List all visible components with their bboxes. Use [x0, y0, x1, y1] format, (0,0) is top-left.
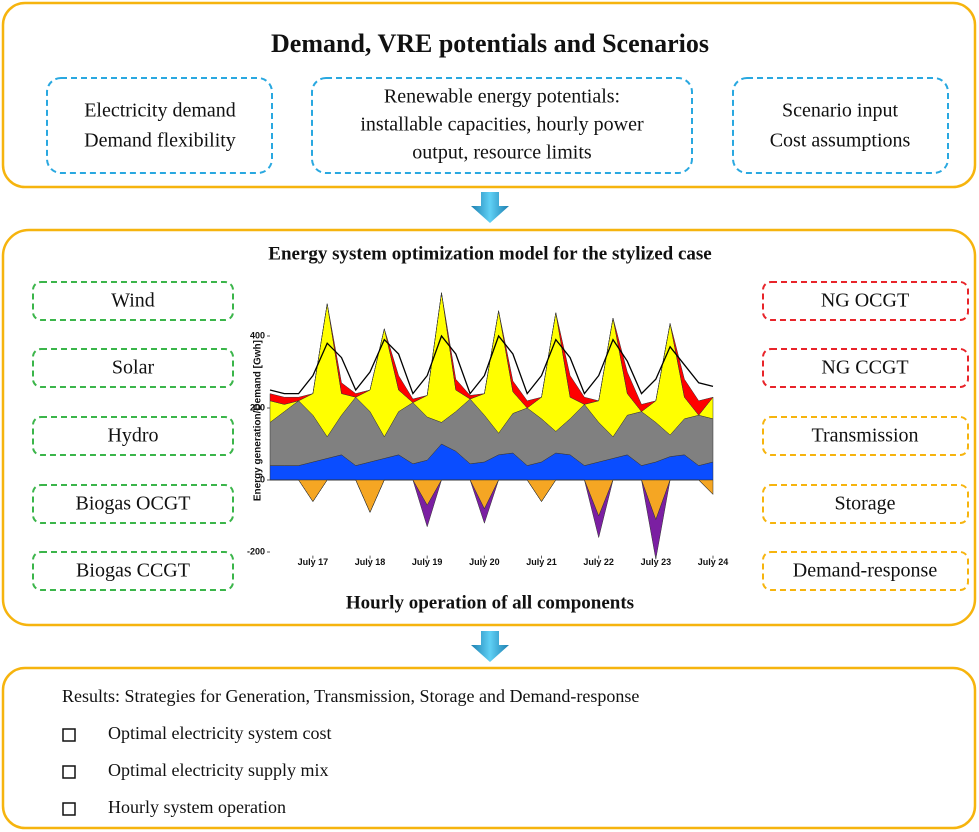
box-text: output, resource limits: [412, 142, 592, 164]
x-tick-label: July 17: [298, 557, 329, 567]
y-tick-label: 400: [250, 330, 265, 340]
box-text: Renewable energy potentials:: [384, 86, 620, 108]
flow-arrow: [471, 631, 509, 662]
component-label: NG CCGT: [821, 357, 908, 379]
component-box: [762, 484, 969, 524]
component-box: [32, 551, 234, 591]
input-title: Demand, VRE potentials and Scenarios: [271, 29, 709, 58]
component-label: Biogas OCGT: [76, 493, 191, 515]
demand-line: [269, 334, 714, 395]
x-tick-label: July 24: [698, 557, 729, 567]
area: [269, 292, 714, 416]
box-text: Cost assumptions: [770, 130, 911, 152]
area: [269, 292, 714, 438]
component-label: Wind: [111, 290, 155, 312]
input-box: [311, 77, 693, 174]
component-box: [762, 348, 969, 388]
checkbox: [62, 802, 76, 816]
result-item: Optimal electricity supply mix: [108, 760, 328, 780]
component-label: Demand-response: [793, 560, 938, 582]
box-text: Electricity demand: [84, 100, 236, 122]
x-tick-label: July 19: [412, 557, 443, 567]
model-panel: [1, 228, 977, 627]
component-box: [32, 348, 234, 388]
y-tick-label: 0: [260, 474, 265, 484]
flexibility-boxes: NG OCGT NG CCGT Transmission Storage Demand-…: [762, 281, 969, 591]
x-tick-label: July 20: [469, 557, 500, 567]
component-box: [32, 484, 234, 524]
input-panel: [1, 1, 977, 189]
x-tick-label: July 18: [355, 557, 386, 567]
component-label: Transmission: [811, 425, 918, 447]
input-box: [732, 77, 949, 174]
y-tick-label: -200: [247, 546, 265, 556]
chart: -200 0 200 400 July 17 July 18 July 19 July 20 J…: [247, 292, 729, 567]
box-text: Scenario input: [782, 100, 899, 122]
component-box: [32, 416, 234, 456]
results-title: Results: Strategies for Generation, Tran…: [62, 686, 639, 706]
component-label: Biogas CCGT: [76, 560, 190, 582]
component-label: Hydro: [107, 425, 158, 447]
component-box: [762, 281, 969, 321]
component-box: [32, 281, 234, 321]
box-text: Demand flexibility: [84, 130, 236, 152]
area: [270, 479, 714, 560]
results-list: Optimal electricity system cost Optimal e…: [62, 723, 331, 817]
component-label: Storage: [834, 493, 895, 515]
component-label: Solar: [112, 357, 155, 379]
x-tick-label: July 22: [583, 557, 614, 567]
checkbox: [62, 728, 76, 742]
result-item: Optimal electricity system cost: [108, 723, 331, 743]
results-panel: [1, 666, 977, 830]
x-tick-label: July 23: [641, 557, 672, 567]
box-text: installable capacities, hourly power: [360, 114, 644, 136]
generation-boxes: Wind Solar Hydro Biogas OCGT Biogas CCGT: [32, 281, 234, 591]
component-label: NG OCGT: [821, 290, 909, 312]
result-item: Hourly system operation: [108, 797, 286, 817]
component-box: [762, 551, 969, 591]
checkbox: [62, 765, 76, 779]
flow-arrow: [471, 192, 509, 223]
x-tick-label: July 21: [526, 557, 557, 567]
y-axis-label: Energy generation/Demand [Gwh]: [253, 340, 264, 501]
component-box: [762, 416, 969, 456]
model-title: Energy system optimization model for the…: [268, 243, 711, 264]
model-caption: Hourly operation of all components: [346, 592, 634, 613]
y-tick-label: 200: [250, 402, 265, 412]
input-box: [46, 77, 273, 174]
